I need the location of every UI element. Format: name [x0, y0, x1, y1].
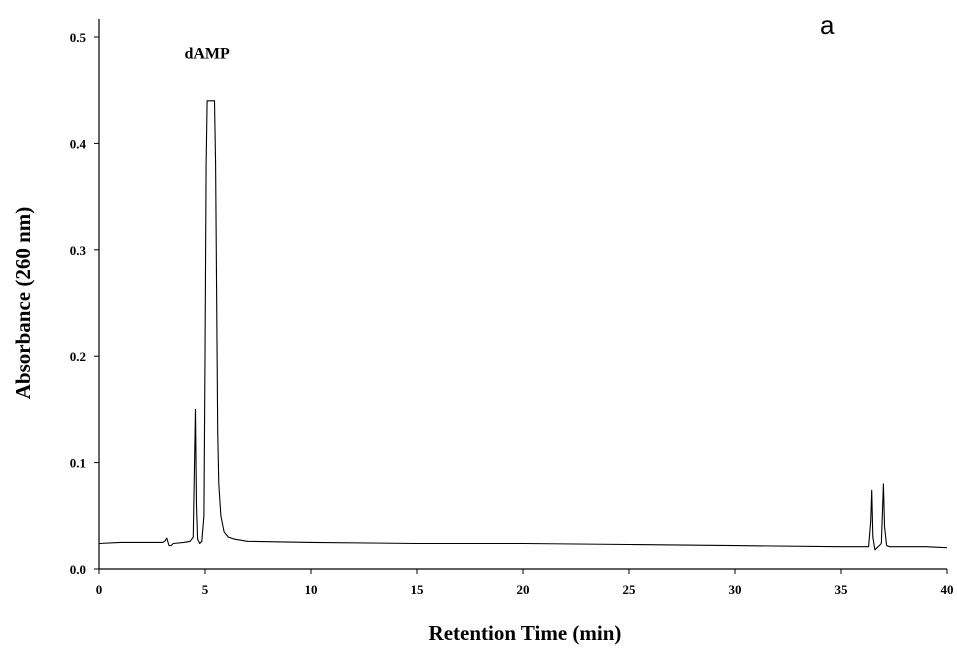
x-tick-label: 35	[835, 582, 849, 597]
x-tick-label: 40	[941, 582, 954, 597]
chromatogram-trace	[98, 100, 948, 551]
y-ticks: 0.0 0.1 0.2 0.3 0.4 0.5	[70, 30, 99, 577]
y-axis-title: Absorbance (260 nm)	[11, 207, 35, 400]
y-tick-label: 0.3	[70, 243, 87, 258]
y-tick-label: 0.5	[70, 30, 87, 45]
y-tick-label: 0.4	[70, 136, 87, 151]
x-tick-label: 20	[517, 582, 530, 597]
axes	[98, 19, 947, 570]
y-tick-label: 0.1	[70, 456, 86, 471]
y-tick-label: 0.0	[70, 562, 86, 577]
annotations: dAMP	[184, 45, 230, 62]
x-tick-label: 5	[202, 582, 209, 597]
x-axis-title: Retention Time (min)	[429, 621, 622, 645]
x-tick-label: 15	[411, 582, 425, 597]
x-tick-label: 25	[623, 582, 637, 597]
x-tick-label: 30	[729, 582, 742, 597]
y-tick-label: 0.2	[70, 349, 86, 364]
x-tick-label: 10	[305, 582, 318, 597]
panel-label: a	[820, 10, 835, 40]
x-tick-label: 0	[96, 582, 103, 597]
x-ticks: 0 5 10 15 20 25 30 35 40	[96, 569, 954, 597]
peak-label: dAMP	[184, 45, 230, 62]
